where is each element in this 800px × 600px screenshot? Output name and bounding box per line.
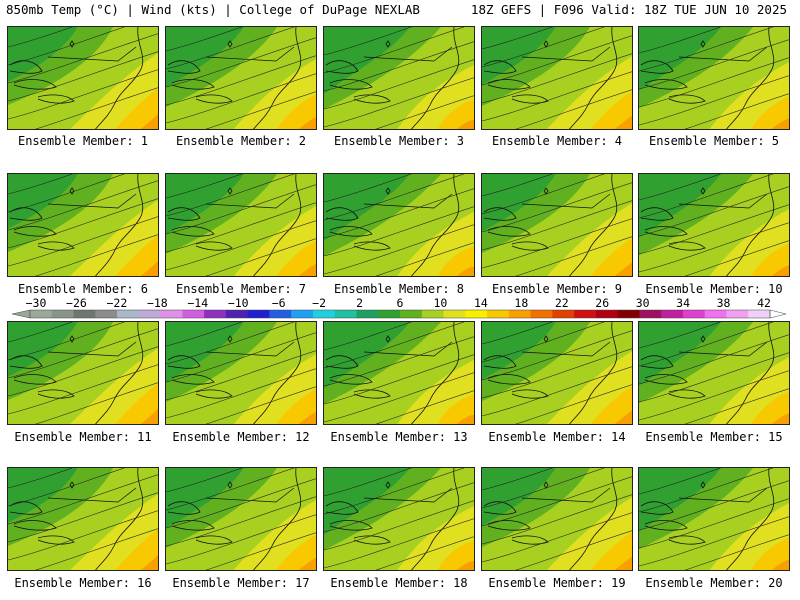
colorbar-swatch (30, 310, 53, 318)
colorbar-swatch (400, 310, 423, 318)
ensemble-map-panel (481, 321, 633, 425)
ensemble-member-label: Ensemble Member: 7 (175, 282, 307, 296)
colorbar-left-arrow (11, 309, 31, 319)
colorbar-swatch (160, 310, 183, 318)
colorbar-swatch (726, 310, 749, 318)
ensemble-map-panel (638, 26, 790, 130)
colorbar-swatch (552, 310, 575, 318)
colorbar-swatch (225, 310, 249, 318)
ensemble-map-panel (481, 467, 633, 571)
colorbar-right-arrow (769, 309, 787, 319)
ensemble-member-label: Ensemble Member: 20 (645, 576, 783, 590)
header-right-title: 18Z GEFS | F096 Valid: 18Z TUE JUN 10 20… (470, 2, 787, 17)
temperature-colorbar: −30 −26 −22 −18 −14 −10 −6 −2 2 6 10 14 18 22 26 30 34 38… (11, 296, 787, 319)
colorbar-swatch (530, 310, 553, 318)
ensemble-map-panel (7, 467, 159, 571)
colorbar-swatch (748, 310, 771, 318)
ensemble-map-panel (7, 321, 159, 425)
colorbar-tick-label: 34 (676, 296, 690, 310)
ensemble-map-panel (165, 173, 317, 277)
colorbar-swatch (704, 310, 727, 318)
colorbar-swatch (508, 310, 532, 318)
colorbar-swatch (247, 310, 270, 318)
ensemble-member-label: Ensemble Member: 18 (330, 576, 468, 590)
ensemble-member-label: Ensemble Member: 6 (17, 282, 149, 296)
colorbar-swatch (117, 310, 140, 318)
header-left-title: 850mb Temp (°C) | Wind (kts) | College o… (6, 2, 420, 17)
colorbar-swatch (639, 310, 662, 318)
colorbar-swatch (312, 310, 336, 318)
colorbar-swatch (73, 310, 96, 318)
colorbar-tick-label: −6 (272, 296, 286, 310)
ensemble-member-label: Ensemble Member: 17 (172, 576, 310, 590)
colorbar-swatch (51, 310, 75, 318)
colorbar-swatch (682, 310, 706, 318)
colorbar-tick-label: −26 (66, 296, 87, 310)
ensemble-member-label: Ensemble Member: 11 (14, 430, 152, 444)
ensemble-map-panel (323, 173, 475, 277)
ensemble-member-label: Ensemble Member: 3 (333, 134, 465, 148)
ensemble-member-label: Ensemble Member: 8 (333, 282, 465, 296)
colorbar-tick-label: −14 (187, 296, 208, 310)
colorbar-tick-label: 30 (636, 296, 650, 310)
colorbar-swatch (182, 310, 205, 318)
colorbar-tick-label: −22 (106, 296, 127, 310)
colorbar-swatch (465, 310, 488, 318)
colorbar-tick-label: 6 (397, 296, 404, 310)
ensemble-member-label: Ensemble Member: 15 (645, 430, 783, 444)
ensemble-map-panel (323, 26, 475, 130)
ensemble-map-panel (638, 321, 790, 425)
colorbar-swatch (574, 310, 597, 318)
colorbar-swatch (595, 310, 619, 318)
ensemble-map-panel (165, 467, 317, 571)
colorbar-swatch (204, 310, 227, 318)
colorbar-swatch (356, 310, 379, 318)
colorbar-swatch (269, 310, 292, 318)
colorbar-tick-label: 14 (474, 296, 488, 310)
ensemble-member-label: Ensemble Member: 1 (17, 134, 149, 148)
colorbar-swatch (617, 310, 640, 318)
ensemble-member-label: Ensemble Member: 14 (488, 430, 626, 444)
colorbar-swatch (334, 310, 357, 318)
colorbar-swatch (443, 310, 466, 318)
colorbar-swatch (487, 310, 510, 318)
colorbar-tick-label: 22 (555, 296, 569, 310)
ensemble-member-label: Ensemble Member: 5 (648, 134, 780, 148)
ensemble-member-label: Ensemble Member: 13 (330, 430, 468, 444)
colorbar-swatch (378, 310, 401, 318)
ensemble-map-panel (638, 173, 790, 277)
ensemble-map-panel (323, 321, 475, 425)
ensemble-map-panel (7, 173, 159, 277)
colorbar-tick-label: 2 (356, 296, 363, 310)
ensemble-map-panel (165, 321, 317, 425)
ensemble-member-label: Ensemble Member: 9 (491, 282, 623, 296)
ensemble-map-panel (481, 173, 633, 277)
colorbar-tick-label: −10 (228, 296, 249, 310)
ensemble-map-panel (165, 26, 317, 130)
colorbar-swatch (291, 310, 314, 318)
ensemble-member-label: Ensemble Member: 19 (488, 576, 626, 590)
colorbar-swatch (95, 310, 118, 318)
colorbar-swatch (138, 310, 162, 318)
ensemble-member-label: Ensemble Member: 4 (491, 134, 623, 148)
colorbar-tick-label: 18 (514, 296, 528, 310)
colorbar-tick-label: 26 (595, 296, 609, 310)
colorbar-tick-label: 10 (434, 296, 448, 310)
ensemble-member-label: Ensemble Member: 10 (645, 282, 783, 296)
colorbar-swatch (661, 310, 684, 318)
colorbar-swatch (421, 310, 445, 318)
ensemble-map-panel (323, 467, 475, 571)
ensemble-map-panel (481, 26, 633, 130)
colorbar-tick-label: 38 (717, 296, 731, 310)
ensemble-map-panel (638, 467, 790, 571)
ensemble-member-label: Ensemble Member: 16 (14, 576, 152, 590)
ensemble-member-label: Ensemble Member: 12 (172, 430, 310, 444)
ensemble-member-label: Ensemble Member: 2 (175, 134, 307, 148)
colorbar-tick-label: −30 (26, 296, 47, 310)
ensemble-map-panel (7, 26, 159, 130)
colorbar-tick-label: 42 (757, 296, 771, 310)
colorbar-tick-label: −2 (312, 296, 326, 310)
colorbar-tick-label: −18 (147, 296, 168, 310)
